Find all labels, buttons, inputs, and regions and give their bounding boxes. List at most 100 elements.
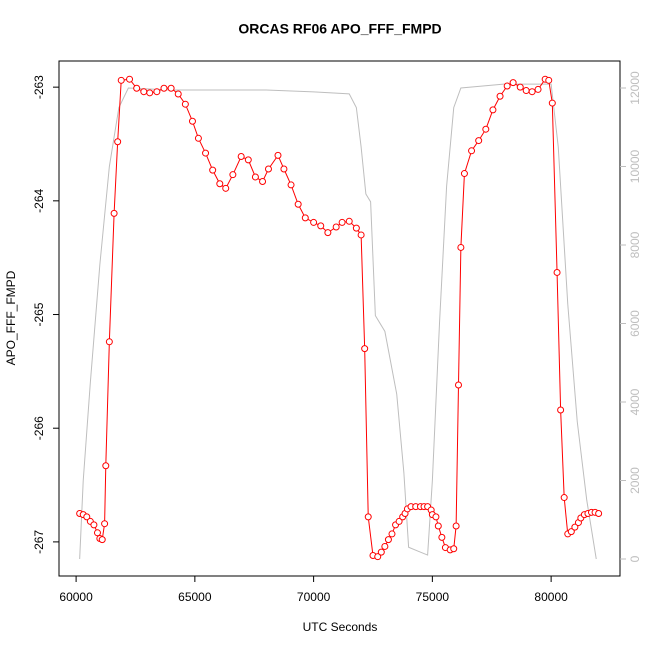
data-point	[522, 87, 530, 95]
data-point	[595, 509, 603, 517]
data-point	[101, 520, 109, 528]
data-point	[140, 88, 148, 96]
data-point	[133, 84, 141, 92]
data-point	[454, 381, 462, 389]
data-point	[509, 79, 517, 87]
x-axis-label: UTC Seconds	[303, 620, 378, 634]
data-point	[332, 223, 340, 231]
data-point	[450, 545, 458, 553]
data-point	[395, 517, 403, 525]
data-point	[259, 178, 267, 186]
data-point	[496, 92, 504, 100]
data-point	[114, 138, 122, 146]
x-tick-label: 80000	[534, 590, 568, 604]
data-point	[557, 406, 565, 414]
data-point	[503, 82, 511, 90]
chart-title: ORCAS RF06 APO_FFF_FMPD	[238, 21, 441, 37]
x-tick-label: 60000	[59, 590, 93, 604]
data-point	[571, 523, 579, 531]
y-tick-label: -266	[32, 416, 46, 440]
data-point	[310, 218, 318, 226]
y-tick-label: -264	[32, 189, 46, 213]
data-point	[534, 85, 542, 93]
data-point	[294, 200, 302, 208]
data-point	[438, 533, 446, 541]
y2-tick-label: 8000	[628, 231, 642, 258]
y2-tick-label: 0	[628, 555, 642, 562]
x-tick-label: 75000	[416, 590, 450, 604]
data-point	[209, 166, 217, 174]
data-point	[567, 528, 575, 536]
data-point	[364, 513, 372, 521]
data-point	[280, 165, 288, 173]
data-point	[251, 173, 259, 181]
data-point	[377, 548, 385, 556]
data-point	[457, 243, 465, 251]
data-point	[126, 75, 134, 83]
data-point	[553, 268, 561, 276]
data-point	[117, 76, 125, 84]
data-point	[388, 530, 396, 538]
data-point	[301, 214, 309, 222]
data-point	[384, 536, 392, 544]
data-point	[110, 209, 118, 217]
data-point	[146, 89, 154, 97]
data-point	[287, 181, 295, 189]
data-point	[244, 156, 252, 164]
y2-tick-label: 2000	[628, 467, 642, 494]
data-point	[98, 536, 106, 544]
y-tick-label: -265	[32, 302, 46, 326]
data-point	[528, 88, 536, 96]
data-point	[345, 217, 353, 225]
data-point	[460, 170, 468, 178]
data-point	[381, 542, 389, 550]
data-point	[357, 231, 365, 239]
data-point	[324, 229, 332, 237]
data-point	[153, 88, 161, 96]
data-point	[468, 147, 476, 155]
y-axis-label: APO_FFF_FMPD	[4, 270, 18, 365]
data-point	[188, 117, 196, 125]
data-point	[105, 338, 113, 346]
data-point	[202, 149, 210, 157]
data-point	[317, 222, 325, 230]
data-point	[452, 522, 460, 530]
data-point	[160, 84, 168, 92]
data-point	[216, 180, 224, 188]
y2-tick-label: 10000	[628, 149, 642, 183]
data-point	[174, 90, 182, 98]
data-point	[338, 218, 346, 226]
data-point	[83, 513, 91, 521]
data-point	[274, 151, 282, 159]
y-tick-label: -263	[32, 75, 46, 99]
data-point	[229, 171, 237, 179]
data-point	[482, 125, 490, 133]
data-point	[432, 513, 440, 521]
data-point	[560, 494, 568, 502]
data-point	[545, 76, 553, 84]
data-point	[374, 553, 382, 561]
data-point	[352, 224, 360, 232]
data-point	[516, 83, 524, 91]
data-point	[102, 462, 110, 470]
data-point	[167, 84, 175, 92]
x-tick-label: 70000	[297, 590, 331, 604]
x-tick-label: 65000	[178, 590, 212, 604]
data-point	[361, 345, 369, 353]
data-point	[434, 522, 442, 530]
data-point	[222, 184, 230, 192]
data-point	[194, 134, 202, 142]
y-tick-label: -267	[32, 530, 46, 554]
data-point	[264, 165, 272, 173]
data-point	[489, 106, 497, 114]
data-point	[90, 521, 98, 529]
y2-tick-label: 6000	[628, 310, 642, 337]
data-point	[93, 529, 101, 537]
data-point	[548, 99, 556, 107]
plot-frame	[58, 60, 621, 577]
y2-tick-label: 4000	[628, 388, 642, 415]
data-point	[237, 152, 245, 160]
data-point	[475, 137, 483, 145]
